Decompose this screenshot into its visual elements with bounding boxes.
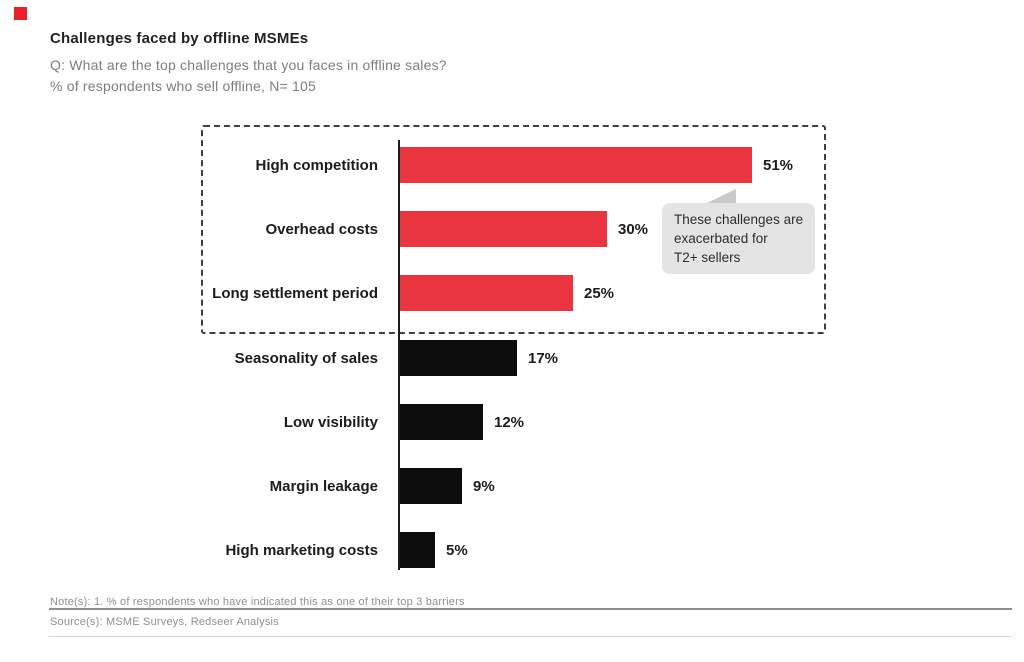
axis-line [398, 140, 400, 570]
callout-text: These challenges are [674, 212, 804, 227]
survey-question: Q: What are the top challenges that you … [50, 57, 447, 73]
bar-value: 25% [584, 284, 615, 302]
bar-row: High marketing costs 5% [50, 532, 810, 568]
brand-mark-icon [14, 7, 27, 20]
bar-value: 9% [473, 477, 495, 495]
bar-row: Long settlement period 25% [50, 275, 810, 311]
bar-value: 5% [446, 541, 468, 559]
bar [400, 275, 573, 311]
bar [400, 147, 752, 183]
page-title: Challenges faced by offline MSMEs [50, 30, 309, 47]
callout-pointer-icon [707, 189, 736, 203]
bar [400, 340, 517, 376]
bar-label: Low visibility [283, 413, 378, 431]
source-note: Source(s): MSME Surveys, Redseer Analysi… [50, 616, 279, 628]
bar-value: 12% [494, 413, 525, 431]
bar-label: High competition [255, 156, 379, 174]
bar-label: Long settlement period [212, 284, 378, 302]
bar-label: Overhead costs [265, 220, 378, 238]
callout-text: exacerbated for [674, 231, 768, 246]
bar [400, 468, 462, 504]
callout-box: These challenges are exacerbated for T2+… [662, 203, 815, 274]
bar-row: Seasonality of sales 17% [50, 340, 810, 376]
footer-divider [49, 608, 1012, 610]
bar [400, 532, 435, 568]
bar-label: Margin leakage [269, 477, 378, 495]
bar-row: Overhead costs 30% [50, 211, 810, 247]
bar [400, 404, 483, 440]
bar [400, 211, 607, 247]
bar-row: Margin leakage 9% [50, 468, 810, 504]
bar-row: Low visibility 12% [50, 404, 810, 440]
chart-header: Challenges faced by offline MSMEs Q: Wha… [50, 30, 447, 97]
callout-text: T2+ sellers [674, 250, 741, 265]
bar-label: Seasonality of sales [234, 349, 378, 367]
bar-row: High competition 51% [50, 147, 810, 183]
bar-label: High marketing costs [225, 541, 378, 559]
bar-value: 51% [763, 156, 794, 174]
sample-size-note: % of respondents who sell offline, N= 10… [50, 78, 316, 94]
bar-value: 30% [618, 220, 649, 238]
footnote: Note(s): 1. % of respondents who have in… [50, 596, 465, 608]
highlight-dashed-box [201, 125, 826, 334]
footer-divider-bottom [49, 636, 1012, 637]
bar-value: 17% [528, 349, 559, 367]
